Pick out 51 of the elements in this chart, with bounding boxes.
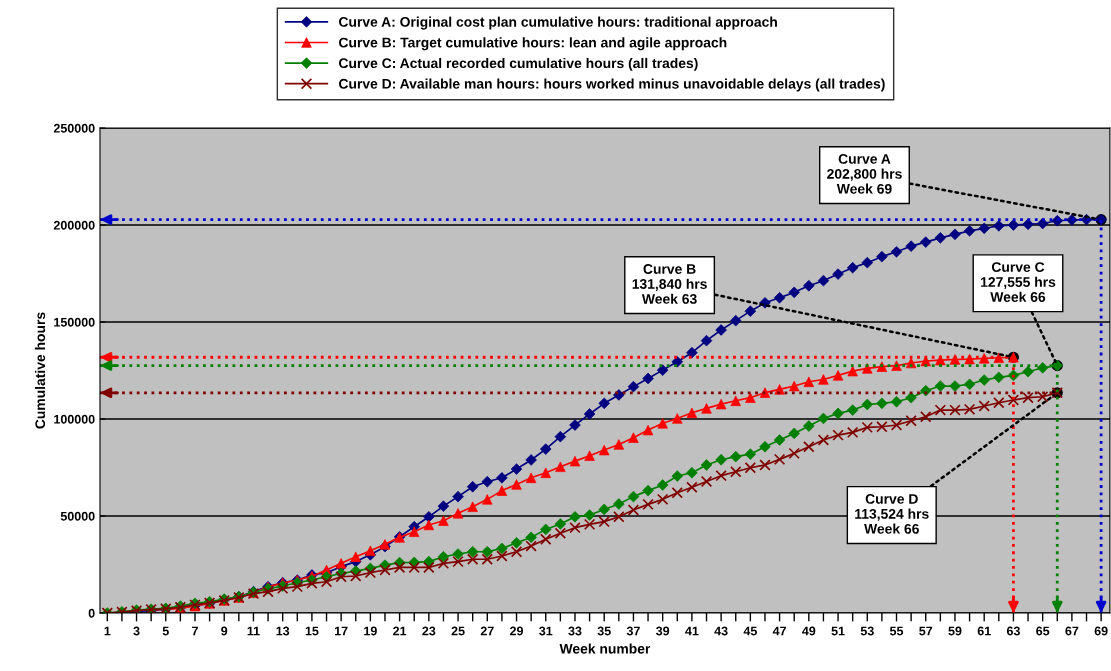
x-tick-label: 21	[393, 626, 407, 636]
x-tick-label: 37	[626, 626, 640, 636]
x-tick-label: 23	[422, 626, 436, 636]
x-tick-label: 43	[714, 626, 728, 636]
x-tick-label: 61	[977, 626, 991, 636]
y-axis-title: Cumulative hours	[34, 312, 46, 429]
x-tick-label: 35	[597, 626, 611, 636]
x-tick-label: 33	[568, 626, 582, 636]
legend-label: Curve C: Actual recorded cumulative hours (all trades)	[339, 57, 698, 71]
x-tick-label: 7	[192, 626, 198, 636]
x-tick-label: 3	[133, 626, 140, 636]
legend-label: Curve B: Target cumulative hours: lean and agile approach	[339, 37, 727, 51]
x-tick-label: 17	[334, 626, 348, 636]
y-tick-label: 150000	[54, 317, 95, 327]
annotation: Curve D 113,524 hrs Week 66	[855, 493, 929, 534]
legend-label: Curve D: Available man hours: hours worked minus unavoidable delays (all trades)	[339, 78, 885, 92]
y-tick-label: 100000	[54, 414, 95, 424]
x-tick-label: 57	[919, 626, 933, 636]
x-tick-label: 5	[162, 626, 169, 636]
x-tick-label: 41	[685, 626, 699, 636]
x-axis-title: Week number	[559, 643, 651, 654]
legend-label: Curve A: Original cost plan cumulative hours: traditional approach	[339, 16, 777, 30]
x-tick-label: 59	[948, 626, 962, 636]
y-tick-label: 50000	[60, 511, 95, 521]
x-tick-label: 19	[364, 626, 377, 636]
x-tick-label: 55	[889, 626, 904, 636]
x-tick-label: 63	[1006, 626, 1020, 636]
x-tick-label: 29	[510, 626, 524, 636]
x-tick-label: 67	[1065, 626, 1079, 636]
x-tick-label: 69	[1094, 626, 1108, 636]
y-tick-label: 200000	[53, 220, 95, 230]
x-tick-label: 11	[247, 626, 260, 636]
x-tick-label: 13	[276, 626, 290, 636]
x-tick-label: 45	[743, 626, 757, 636]
x-tick-label: 39	[656, 626, 670, 636]
x-tick-label: 15	[305, 626, 319, 636]
x-tick-label: 1	[104, 626, 111, 636]
y-tick-label: 0	[88, 608, 95, 618]
x-tick-label: 53	[860, 626, 874, 636]
x-tick-label: 47	[772, 626, 786, 636]
x-tick-label: 27	[480, 626, 494, 636]
annotation: Curve B 131,840 hrs Week 63	[632, 264, 707, 304]
x-tick-label: 51	[831, 626, 845, 636]
y-tick-label: 250000	[53, 123, 95, 133]
x-tick-label: 65	[1036, 626, 1050, 636]
annotation: Curve A 202,800 hrs Week 69	[827, 154, 902, 194]
x-tick-label: 25	[451, 626, 465, 636]
x-tick-label: 31	[539, 626, 553, 636]
x-tick-label: 9	[221, 626, 228, 636]
annotation: Curve C 127,555 hrs Week 66	[981, 262, 1056, 302]
x-tick-label: 49	[802, 626, 816, 636]
